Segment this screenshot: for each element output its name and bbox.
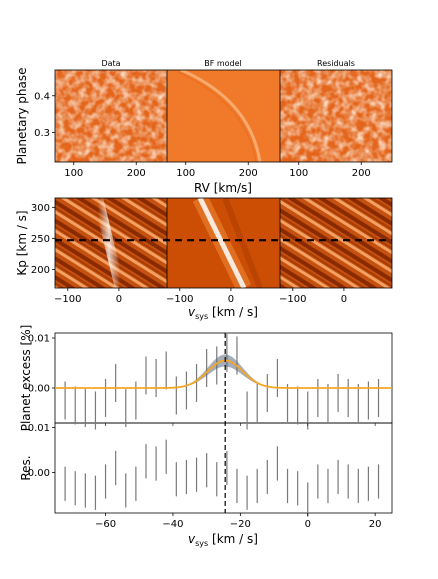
mid-ylabel: Kp [km / s]: [15, 210, 29, 275]
top-model-map: [167, 70, 280, 162]
mid-data-map: [55, 198, 167, 288]
mid-model-map: [167, 198, 280, 288]
top-xtick-label: 100: [176, 168, 195, 179]
top-residuals-map: [280, 70, 392, 162]
mid-xtick-label: 0: [228, 294, 234, 305]
residual-marks: [64, 439, 380, 517]
model-fit-line: [55, 359, 392, 389]
top-title-model: BF model: [204, 59, 242, 68]
mid-ytick-label: 300: [31, 203, 50, 214]
bottom-ylabel-top: Planet excess [%]: [19, 325, 33, 432]
mid-ytick-label: 250: [31, 234, 50, 245]
planet-excess-marks: [55, 334, 392, 430]
mid-xtick-label: −100: [166, 294, 193, 305]
bottom-xtick-label: 20: [369, 519, 382, 530]
bottom-plot: −60 −40 −20 0 20 0.00 0.01 0.00 0.01 Planet exce…: [19, 325, 393, 548]
mid-xtick-label: 0: [116, 294, 122, 305]
middle-row: −100 −100 −100 0 0 0 200 250 300 Kp [km / s] vsy…: [15, 197, 393, 321]
bottom-xtick-label: −20: [230, 519, 251, 530]
top-row: Data BF model Residuals 100 100 100 200 200 2…: [15, 59, 393, 195]
top-xtick-label: 200: [352, 168, 371, 179]
bottom-xlabel: vsys [km / s]: [188, 532, 258, 548]
mid-xtick-label: −100: [279, 294, 306, 305]
mid-xtick-label: −100: [54, 294, 81, 305]
top-ytick-label: 0.4: [34, 91, 50, 102]
excess-ytick-label: 0.01: [28, 334, 50, 345]
bottom-xtick-label: −40: [162, 519, 183, 530]
top-xtick-label: 100: [289, 168, 308, 179]
bottom-axis-ticks: −60 −40 −20 0 20 0.00 0.01 0.00 0.01: [28, 334, 382, 531]
top-data-map: [55, 70, 167, 162]
top-ylabel: Planetary phase: [15, 67, 29, 164]
middle-axis-ticks: −100 −100 −100 0 0 0 200 250 300: [31, 203, 347, 305]
top-xlabel: RV [km/s]: [194, 181, 252, 195]
bottom-xtick-label: −60: [95, 519, 116, 530]
res-ytick-label: 0.01: [28, 423, 50, 434]
top-ytick-label: 0.3: [34, 128, 50, 139]
mid-residuals-map: [280, 198, 392, 288]
res-ytick-label: 0.00: [28, 468, 50, 479]
top-title-data: Data: [101, 59, 120, 68]
mid-xlabel: vsys [km / s]: [188, 305, 258, 321]
bottom-ylabel-res: Res.: [19, 455, 33, 480]
mid-xtick-label: 0: [341, 294, 347, 305]
top-xtick-label: 200: [239, 168, 258, 179]
top-axis-ticks: 100 100 100 200 200 200 0.3 0.4: [34, 91, 371, 179]
top-xtick-label: 100: [64, 168, 83, 179]
top-xtick-label: 200: [127, 168, 146, 179]
bottom-xtick-label: 0: [305, 519, 311, 530]
top-title-residuals: Residuals: [317, 59, 355, 68]
excess-ytick-label: 0.00: [28, 384, 50, 395]
mid-ytick-label: 200: [31, 265, 50, 276]
